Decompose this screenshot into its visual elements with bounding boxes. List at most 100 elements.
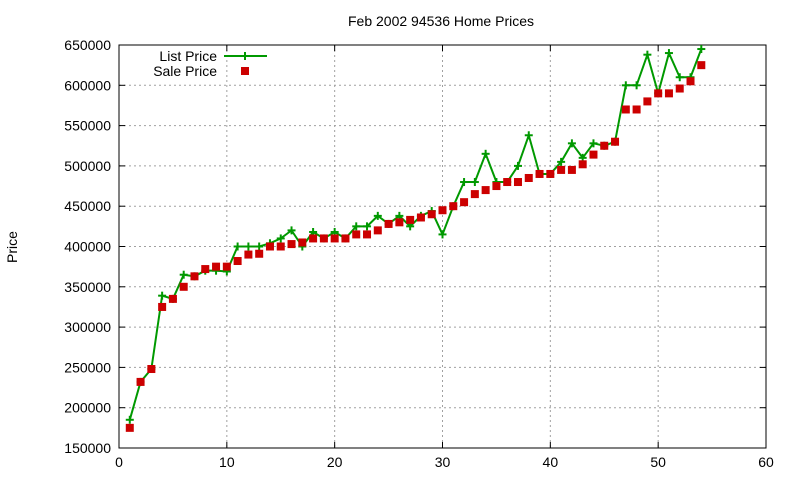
x-tick-label: 50 (650, 454, 666, 470)
list-price-point (233, 242, 242, 251)
y-tick-label: 250000 (64, 359, 111, 375)
sale-price-point (664, 89, 673, 98)
sale-price-point (632, 105, 641, 114)
list-price-point (460, 178, 469, 187)
sale-price-point (352, 230, 361, 239)
tick-labels: 150000 200000 250000 300000 350000 400000 4500… (64, 37, 774, 470)
y-tick-label: 600000 (64, 77, 111, 93)
x-tick-label: 30 (435, 454, 451, 470)
plot-frame (118, 44, 767, 449)
x-tick-label: 60 (758, 454, 774, 470)
y-tick-label: 400000 (64, 239, 111, 255)
sale-price-point (567, 165, 576, 174)
sale-price-point (298, 238, 307, 247)
chart-title: Feb 2002 94536 Home Prices (348, 13, 534, 29)
sale-price-point (470, 190, 479, 199)
series-layer (125, 45, 706, 432)
x-tick-label: 20 (327, 454, 343, 470)
sale-price-point (697, 61, 706, 70)
list-price-point (363, 222, 372, 231)
list-price-point (524, 131, 533, 140)
legend-label-list-price: List Price (159, 48, 217, 64)
y-tick-label: 550000 (64, 118, 111, 134)
list-price-point (287, 226, 296, 235)
sale-price-point (589, 150, 598, 159)
sale-price-point (384, 219, 393, 228)
y-tick-label: 650000 (64, 37, 111, 53)
sale-price-point (309, 234, 318, 243)
x-tick-label: 0 (115, 454, 123, 470)
y-axis-label: Price (4, 231, 20, 263)
sale-price-point (190, 272, 199, 281)
list-price-point (125, 415, 134, 424)
list-price-point (438, 230, 447, 239)
legend-label-sale-price: Sale Price (153, 63, 217, 79)
sale-price-point (265, 242, 274, 251)
list-price-point (255, 242, 264, 251)
sale-price-point (406, 215, 415, 224)
sale-price-point (363, 230, 372, 239)
sale-price-point (513, 178, 522, 187)
x-tick-label: 10 (219, 454, 235, 470)
sale-price-point (600, 141, 609, 150)
sale-price-point (395, 218, 404, 227)
list-price-point (276, 234, 285, 243)
sale-price-point (222, 262, 231, 271)
sale-price-point (492, 182, 501, 191)
sale-price-point (621, 105, 630, 114)
sale-price-point (168, 294, 177, 303)
axes (118, 44, 767, 449)
y-tick-label: 500000 (64, 158, 111, 174)
sale-price-point (179, 282, 188, 291)
list-price-point (244, 242, 253, 251)
list-price-point (179, 270, 188, 279)
list-price-point (697, 45, 706, 54)
y-tick-label: 300000 (64, 319, 111, 335)
sale-price-point (427, 210, 436, 219)
list-price-point (557, 157, 566, 166)
sale-price-point (125, 423, 134, 432)
list-price-point (352, 222, 361, 231)
sale-price-point (675, 84, 684, 93)
sale-price-point (158, 302, 167, 311)
list-price-point (664, 49, 673, 58)
list-price-line (128, 48, 703, 421)
list-price-point (513, 161, 522, 170)
sale-price-point (233, 257, 242, 266)
sale-price-point (524, 173, 533, 182)
sale-price-point (201, 265, 210, 274)
sale-price-point (330, 234, 339, 243)
sale-price-point (287, 240, 296, 249)
grid (119, 45, 766, 448)
sale-price-point (136, 377, 145, 386)
sale-price-point (535, 169, 544, 178)
list-price-point (589, 139, 598, 148)
list-price-point (632, 81, 641, 90)
sale-price-point (546, 169, 555, 178)
sale-price-point (578, 160, 587, 169)
sale-price-point (503, 178, 512, 187)
sale-price-point (557, 165, 566, 174)
x-tick-label: 40 (543, 454, 559, 470)
sale-price-point (438, 206, 447, 215)
sale-price-point (255, 249, 264, 258)
legend-marker-sale-price (241, 67, 249, 75)
list-price-point (470, 178, 479, 187)
list-price-point (643, 50, 652, 59)
list-price-point (567, 139, 576, 148)
sale-price-point (276, 242, 285, 251)
list-price-point (675, 73, 684, 82)
list-price-point (621, 81, 630, 90)
list-price-point (481, 149, 490, 158)
sale-price-point (147, 365, 156, 374)
sale-price-point (460, 198, 469, 207)
sale-price-point (449, 202, 458, 211)
sale-price-point (341, 234, 350, 243)
sale-price-point (319, 234, 328, 243)
sale-price-point (244, 250, 253, 259)
sale-price-point (416, 213, 425, 222)
y-tick-label: 200000 (64, 400, 111, 416)
list-price-point (373, 211, 382, 220)
